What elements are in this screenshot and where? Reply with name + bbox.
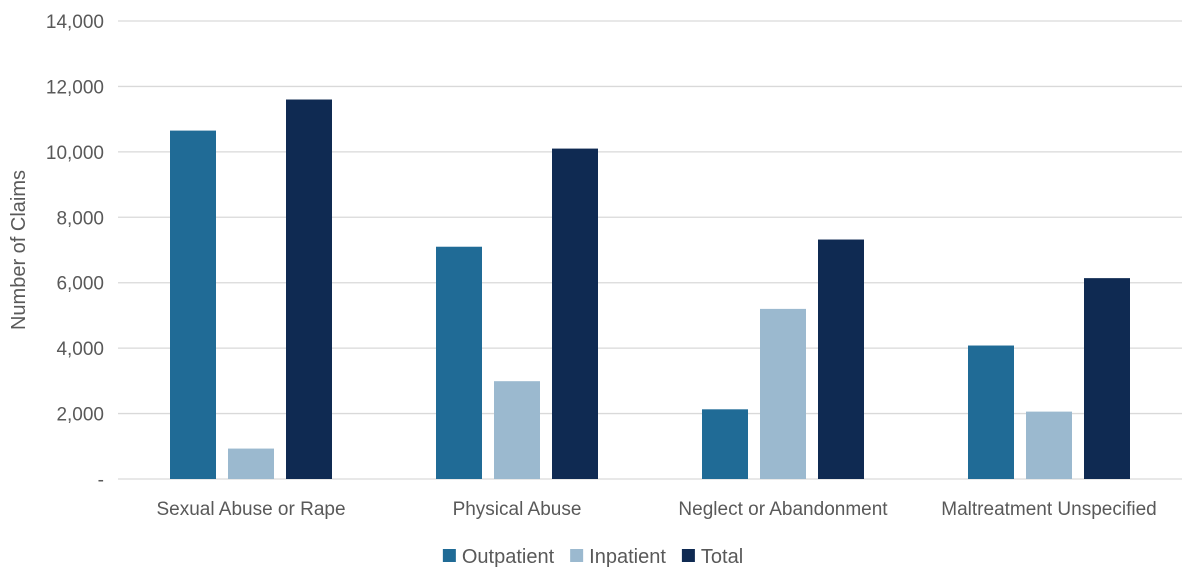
- y-tick-label: 4,000: [56, 339, 104, 360]
- y-tick-label: 6,000: [56, 274, 104, 295]
- bar-outpatient-1: [170, 130, 216, 480]
- y-tick-label: 2,000: [56, 405, 104, 426]
- gridlines: [118, 20, 1182, 480]
- y-tick-label: 8,000: [56, 208, 104, 229]
- y-tick-label: 14,000: [46, 12, 104, 33]
- bar-outpatient-3: [702, 409, 748, 479]
- legend-swatch-total: [681, 549, 695, 562]
- x-category-label: Sexual Abuse or Rape: [156, 499, 345, 520]
- bar-inpatient-3: [760, 308, 806, 479]
- bars: [170, 99, 1130, 480]
- x-axis-category-labels: Sexual Abuse or Rape Physical Abuse Neglec…: [156, 499, 1156, 520]
- legend-label-total: Total: [701, 546, 743, 568]
- bar-total-2: [552, 148, 598, 480]
- bar-outpatient-4: [968, 345, 1014, 479]
- bar-inpatient-2: [494, 381, 540, 479]
- legend-label-inpatient: Inpatient: [589, 546, 666, 568]
- y-tick-label: -: [98, 470, 104, 491]
- legend-label-outpatient: Outpatient: [462, 546, 555, 568]
- legend: Outpatient Inpatient Total: [442, 546, 743, 568]
- bar-inpatient-1: [228, 448, 274, 479]
- bar-outpatient-2: [436, 246, 482, 479]
- y-tick-label: 10,000: [46, 143, 104, 164]
- legend-swatch-outpatient: [442, 549, 456, 562]
- y-axis-ticks: - 2,000 4,000 6,000 8,000 10,000 12,000 14,000: [46, 12, 104, 491]
- bar-total-3: [818, 239, 864, 479]
- y-tick-label: 12,000: [46, 77, 104, 98]
- y-axis-title: Number of Claims: [8, 170, 30, 330]
- x-category-label: Maltreatment Unspecified: [941, 499, 1156, 520]
- x-category-label: Neglect or Abandonment: [678, 499, 888, 520]
- bar-total-4: [1084, 278, 1130, 479]
- bar-total-1: [286, 99, 332, 479]
- legend-swatch-inpatient: [570, 549, 584, 562]
- x-category-label: Physical Abuse: [453, 499, 582, 520]
- bar-inpatient-4: [1026, 411, 1072, 479]
